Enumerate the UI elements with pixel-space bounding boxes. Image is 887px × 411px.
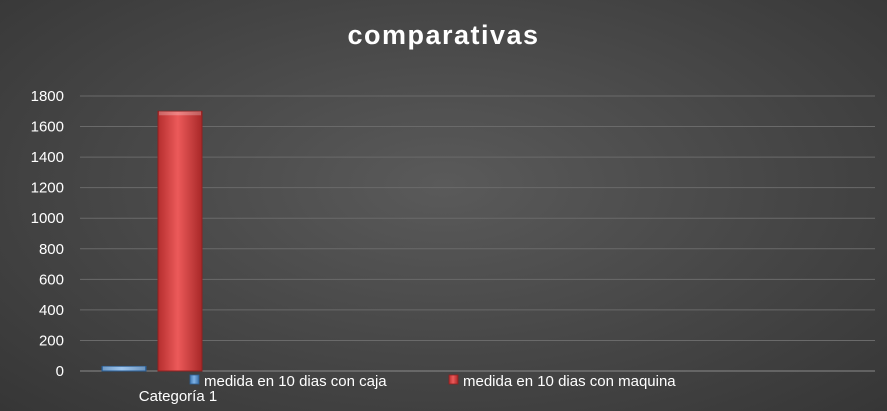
bar-maquina bbox=[157, 110, 203, 372]
y-tick-label: 1800 bbox=[31, 88, 64, 105]
y-tick-label: 800 bbox=[39, 241, 64, 258]
legend-swatch bbox=[448, 374, 459, 385]
chart-title: comparativas bbox=[347, 20, 540, 50]
y-tick-label: 600 bbox=[39, 271, 64, 288]
y-tick-label: 1600 bbox=[31, 119, 64, 136]
bar-caja bbox=[101, 365, 147, 372]
legend-swatch bbox=[189, 374, 200, 385]
bar-top-highlight bbox=[159, 111, 201, 116]
y-tick-label: 1200 bbox=[31, 180, 64, 197]
y-tick-label: 0 bbox=[56, 363, 64, 380]
y-tick-label: 1000 bbox=[31, 210, 64, 227]
x-category-label: Categoría 1 bbox=[139, 388, 217, 405]
y-tick-label: 1400 bbox=[31, 149, 64, 166]
legend-label: medida en 10 dias con maquina bbox=[463, 373, 676, 390]
y-tick-label: 200 bbox=[39, 332, 64, 349]
bar-top-highlight bbox=[103, 366, 145, 371]
y-tick-label: 400 bbox=[39, 302, 64, 319]
legend-label: medida en 10 dias con caja bbox=[204, 373, 387, 390]
